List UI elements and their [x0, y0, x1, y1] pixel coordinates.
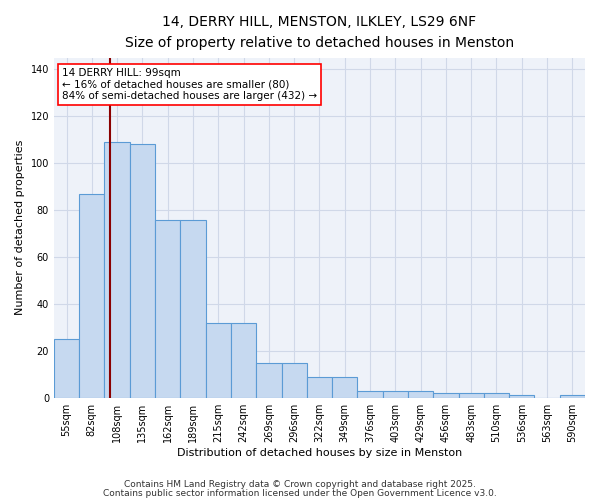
Bar [104, 142, 130, 398]
Y-axis label: Number of detached properties: Number of detached properties [15, 140, 25, 316]
Bar [130, 144, 155, 398]
Bar [560, 396, 585, 398]
X-axis label: Distribution of detached houses by size in Menston: Distribution of detached houses by size … [177, 448, 462, 458]
Title: 14, DERRY HILL, MENSTON, ILKLEY, LS29 6NF
Size of property relative to detached : 14, DERRY HILL, MENSTON, ILKLEY, LS29 6N… [125, 15, 514, 50]
Bar [79, 194, 104, 398]
Bar [206, 322, 231, 398]
Bar [383, 390, 408, 398]
Bar [54, 339, 79, 398]
Bar [458, 393, 484, 398]
Bar [358, 390, 383, 398]
Bar [332, 376, 358, 398]
Text: Contains public sector information licensed under the Open Government Licence v3: Contains public sector information licen… [103, 489, 497, 498]
Bar [256, 362, 281, 398]
Text: 14 DERRY HILL: 99sqm
← 16% of detached houses are smaller (80)
84% of semi-detac: 14 DERRY HILL: 99sqm ← 16% of detached h… [62, 68, 317, 101]
Bar [509, 396, 535, 398]
Bar [231, 322, 256, 398]
Bar [484, 393, 509, 398]
Bar [433, 393, 458, 398]
Bar [155, 220, 181, 398]
Bar [181, 220, 206, 398]
Bar [281, 362, 307, 398]
Bar [307, 376, 332, 398]
Text: Contains HM Land Registry data © Crown copyright and database right 2025.: Contains HM Land Registry data © Crown c… [124, 480, 476, 489]
Bar [408, 390, 433, 398]
